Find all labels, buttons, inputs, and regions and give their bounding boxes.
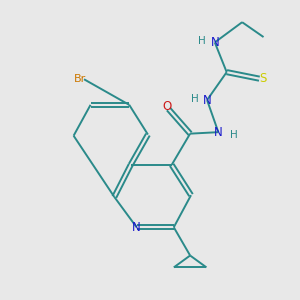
Text: N: N [214,126,223,139]
Text: S: S [259,72,267,85]
Text: O: O [162,100,172,113]
Text: N: N [210,36,219,49]
Text: N: N [132,221,141,234]
Text: H: H [230,130,238,140]
Text: H: H [198,36,206,46]
Text: H: H [191,94,199,103]
Text: N: N [203,94,212,106]
Text: Br: Br [74,74,87,84]
